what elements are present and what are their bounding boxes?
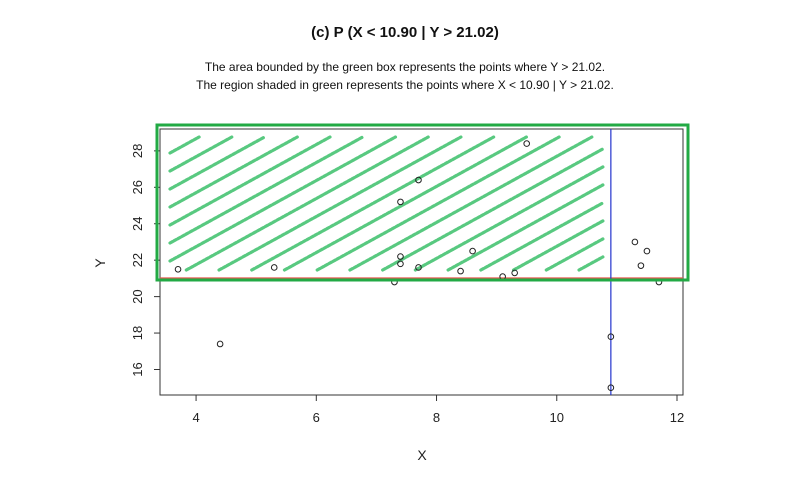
y-axis-label: Y — [92, 258, 108, 268]
y-tick-label: 28 — [130, 144, 145, 158]
shading-stroke — [168, 135, 332, 227]
y-tick-label: 24 — [130, 217, 145, 231]
shading-stroke — [168, 135, 201, 155]
shading-stroke — [217, 135, 463, 272]
x-tick-label: 10 — [550, 410, 564, 425]
data-point — [397, 260, 404, 268]
description-line-1: The area bounded by the green box repres… — [204, 60, 606, 74]
data-point — [397, 253, 404, 260]
data-point — [457, 267, 464, 275]
shading-stroke — [250, 135, 496, 272]
y-tick-label: 16 — [130, 362, 145, 376]
shading-stroke — [282, 135, 528, 272]
shading-stroke — [446, 183, 605, 272]
x-axis: 4 6 8 10 12 — [192, 395, 684, 425]
x-tick-label: 4 — [192, 410, 199, 425]
data-point — [216, 340, 224, 348]
data-point — [523, 140, 531, 147]
y-tick-label: 18 — [130, 326, 145, 340]
data-point — [643, 247, 651, 255]
y-tick-label: 22 — [130, 253, 145, 267]
data-point — [607, 384, 615, 392]
data-point — [607, 333, 615, 340]
shading-stroke — [544, 237, 605, 272]
shading-stroke — [479, 201, 605, 272]
shading-stroke — [381, 147, 605, 272]
x-tick-label: 12 — [670, 410, 684, 425]
shading-stroke — [348, 135, 594, 272]
shading-stroke — [168, 135, 398, 263]
x-tick-label: 8 — [433, 410, 440, 425]
description-line-2: The region shaded in green represents th… — [196, 78, 614, 92]
data-point — [469, 247, 476, 255]
data-point — [637, 262, 645, 269]
shaded-region — [168, 135, 605, 272]
shading-stroke — [413, 165, 605, 272]
region-box — [155, 123, 690, 282]
shading-stroke — [315, 135, 561, 272]
shading-stroke — [168, 135, 299, 209]
y-axis: 16 18 20 22 24 26 28 — [130, 144, 160, 377]
y-tick-label: 26 — [130, 180, 145, 194]
data-point — [511, 269, 518, 277]
data-point — [631, 238, 639, 246]
shading-stroke — [184, 135, 430, 272]
shading-stroke — [168, 135, 365, 245]
data-point — [174, 265, 182, 273]
data-point — [270, 264, 278, 271]
shading-stroke — [577, 255, 605, 272]
data-point — [415, 264, 422, 271]
x-axis-label: X — [417, 447, 427, 463]
plot-frame — [159, 128, 684, 396]
shading-stroke — [168, 135, 267, 191]
chart-title: (c) P (X < 10.90 | Y > 21.02) — [311, 24, 499, 41]
shading-stroke — [168, 135, 234, 173]
shading-stroke — [511, 219, 605, 272]
x-tick-label: 6 — [313, 410, 320, 425]
data-point — [397, 198, 404, 206]
y-tick-label: 20 — [130, 289, 145, 303]
data-point — [415, 176, 422, 184]
